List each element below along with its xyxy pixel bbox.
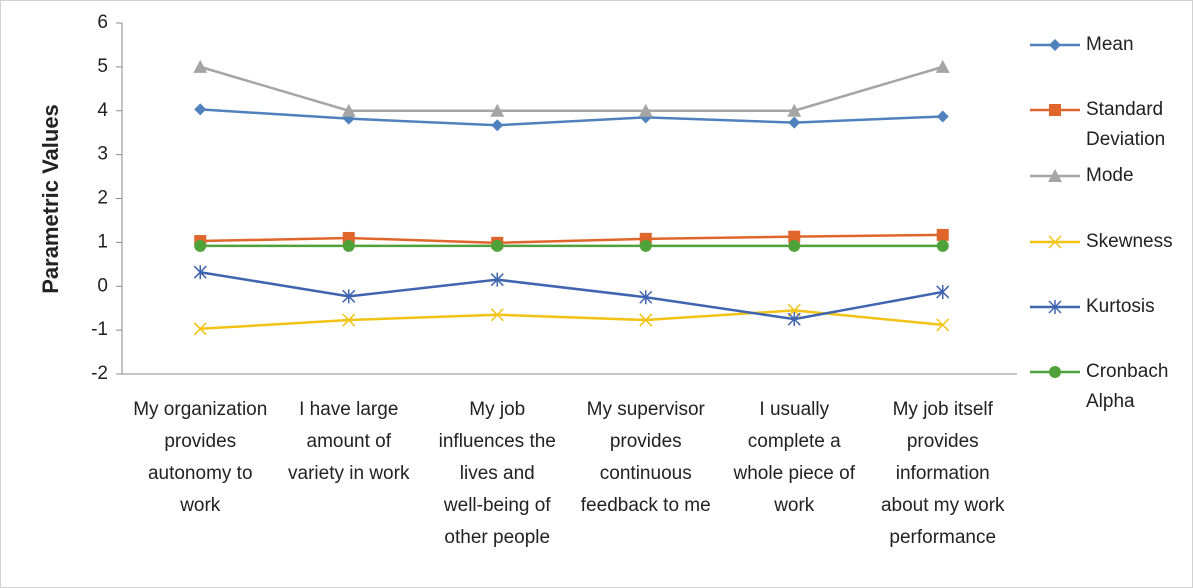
marker: [342, 313, 356, 327]
x-tick-label: I usually complete a whole piece of work: [733, 399, 856, 516]
marker: [1048, 169, 1062, 182]
marker: [639, 290, 653, 305]
marker: [788, 239, 801, 252]
marker: [788, 116, 801, 129]
y-tick-label: 5: [97, 56, 108, 77]
marker: [491, 239, 504, 252]
series: [193, 303, 950, 336]
x-tick-label: My job itself provides information about my…: [881, 399, 1005, 548]
marker: [638, 103, 653, 117]
marker: [490, 308, 504, 322]
series: [193, 265, 950, 327]
marker: [193, 59, 208, 73]
marker: [1048, 235, 1062, 249]
marker: [1049, 366, 1061, 378]
x-tick-label: My job influences the lives and well-being …: [439, 399, 556, 548]
series: [194, 103, 949, 132]
marker: [1049, 39, 1061, 51]
y-tick-label: 4: [97, 100, 108, 121]
marker: [787, 312, 801, 327]
legend-label: Mode: [1086, 165, 1134, 186]
x-tick-label: My organization provides autonomy to work: [133, 399, 267, 516]
marker: [1048, 300, 1062, 314]
series: [193, 59, 950, 117]
marker: [639, 239, 652, 252]
series: [194, 239, 949, 252]
marker: [936, 284, 950, 299]
marker: [193, 265, 207, 280]
marker: [490, 103, 505, 117]
marker: [639, 313, 653, 327]
legend-label: Kurtosis: [1086, 296, 1155, 317]
marker: [1049, 104, 1061, 116]
marker: [341, 103, 356, 117]
marker: [936, 110, 949, 123]
series-line: [200, 108, 943, 127]
x-tick-label: I have large amount of variety in work: [288, 399, 410, 484]
legend-label: Cronbach Alpha: [1086, 361, 1168, 412]
x-tick-label: My supervisor provides continuous feedback …: [581, 399, 711, 516]
y-axis-label: Parametric Values: [38, 104, 63, 294]
marker: [491, 119, 504, 132]
series-line: [199, 65, 944, 112]
legend-label: Skewness: [1086, 231, 1173, 252]
marker: [936, 239, 949, 252]
series-line: [200, 309, 943, 331]
marker: [342, 289, 356, 304]
marker: [490, 272, 504, 287]
y-tick-label: 0: [97, 275, 108, 296]
marker: [342, 239, 355, 252]
marker: [194, 239, 207, 252]
y-tick-label: 2: [97, 188, 108, 209]
marker: [936, 318, 950, 332]
marker: [936, 228, 949, 241]
y-tick-label: 3: [97, 144, 108, 165]
y-tick-label: -1: [91, 319, 108, 340]
y-tick-label: -2: [91, 363, 108, 384]
series-line: [200, 233, 943, 245]
series-line: [200, 270, 943, 321]
y-tick-label: 6: [97, 12, 108, 33]
y-tick-label: 1: [97, 231, 108, 252]
legend-label: Mean: [1086, 34, 1134, 55]
marker: [788, 230, 801, 243]
marker: [935, 59, 950, 73]
legend-label: Standard Deviation: [1086, 99, 1165, 150]
marker: [787, 103, 802, 117]
marker: [193, 322, 207, 336]
marker: [194, 103, 207, 116]
